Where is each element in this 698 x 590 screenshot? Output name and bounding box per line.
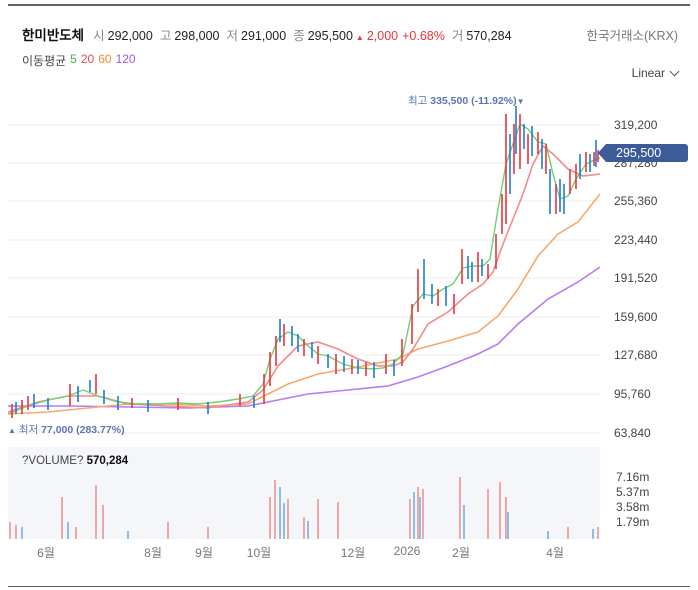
high-value: 298,000 [174, 29, 220, 43]
time-tick: 4월 [546, 546, 564, 560]
volume-chart[interactable] [8, 447, 600, 539]
triangle-up-icon: ▲ [8, 426, 16, 435]
low-value: 291,000 [241, 29, 287, 43]
highest-value: 335,500 (-11.92%) [430, 95, 517, 107]
moving-average-legend: 이동평균 5 20 60 120 [22, 52, 136, 69]
time-tick: 2026 [393, 544, 421, 558]
bottom-divider [8, 586, 690, 587]
close-label: 종 [293, 29, 305, 43]
ma5-legend[interactable]: 5 [70, 52, 77, 66]
exchange-label: 한국거래소(KRX) [586, 29, 678, 43]
highest-label: 최고 [408, 95, 428, 107]
triangle-down-icon: ▼ [516, 97, 525, 106]
top-divider [8, 4, 690, 6]
current-price-tag: 295,500 [598, 144, 688, 162]
ma120-legend[interactable]: 120 [115, 52, 136, 66]
ma60-legend[interactable]: 60 [98, 52, 112, 66]
close-value: 295,500 [307, 29, 353, 43]
price-tick: 63,840 [614, 426, 651, 440]
highest-price-marker: 최고 335,500 (-11.92%)▼ [408, 93, 525, 108]
volume-tick: 7.16m [616, 470, 650, 484]
time-tick: 2월 [452, 546, 470, 560]
lowest-value: 77,000 (283.77%) [41, 424, 125, 436]
scale-dropdown[interactable]: Linear [631, 66, 680, 80]
stock-name: 한미반도체 [22, 28, 85, 43]
lowest-price-marker: ▲ 최저 77,000 (283.77%) [8, 422, 125, 437]
scale-value: Linear [631, 66, 665, 80]
quote-header: 한미반도체 시 292,000 고 298,000 저 291,000 종 29… [22, 24, 519, 44]
ma60-line [8, 193, 600, 415]
price-tick: 255,360 [614, 194, 658, 208]
time-tick: 9월 [195, 546, 213, 560]
change-percent: +0.68% [402, 29, 445, 43]
grid-lines [8, 124, 600, 434]
volume-tick: 3.58m [616, 500, 650, 514]
price-tick: 159,600 [614, 310, 658, 324]
ma20-line [8, 144, 600, 413]
candles [11, 106, 599, 418]
chevron-down-icon [669, 66, 680, 76]
time-tick: 10월 [246, 546, 272, 560]
volume-tick: 5.37m [616, 485, 650, 499]
time-tick: 8월 [144, 546, 162, 560]
volume-indicator-name: ?VOLUME? [22, 455, 84, 467]
low-label: 저 [226, 29, 239, 43]
volume-label: 거 [451, 29, 464, 43]
time-tick: 6월 [37, 546, 55, 560]
ma5-line [8, 122, 600, 415]
high-label: 고 [159, 29, 172, 43]
open-value: 292,000 [107, 29, 153, 43]
volume-indicator-value: 570,284 [86, 455, 129, 467]
price-chart[interactable] [8, 84, 600, 439]
change-value: 2,000 [366, 29, 399, 43]
ma20-legend[interactable]: 20 [80, 52, 95, 66]
ma-legend-label: 이동평균 [22, 54, 67, 68]
volume-tick: 1.79m [616, 515, 650, 529]
price-tick: 95,760 [614, 387, 651, 401]
price-tick: 223,440 [614, 233, 658, 247]
volume-title: ?VOLUME? 570,284 [22, 455, 128, 467]
triangle-up-icon: ▲ [355, 33, 364, 42]
ma120-line [8, 266, 600, 409]
volume-value: 570,284 [466, 29, 512, 43]
price-tick: 191,520 [614, 271, 658, 285]
open-label: 시 [93, 29, 105, 43]
lowest-label: 최저 [18, 424, 39, 436]
price-tick: 127,680 [614, 348, 658, 362]
time-tick: 12월 [340, 546, 366, 560]
price-tick: 319,200 [614, 118, 658, 132]
